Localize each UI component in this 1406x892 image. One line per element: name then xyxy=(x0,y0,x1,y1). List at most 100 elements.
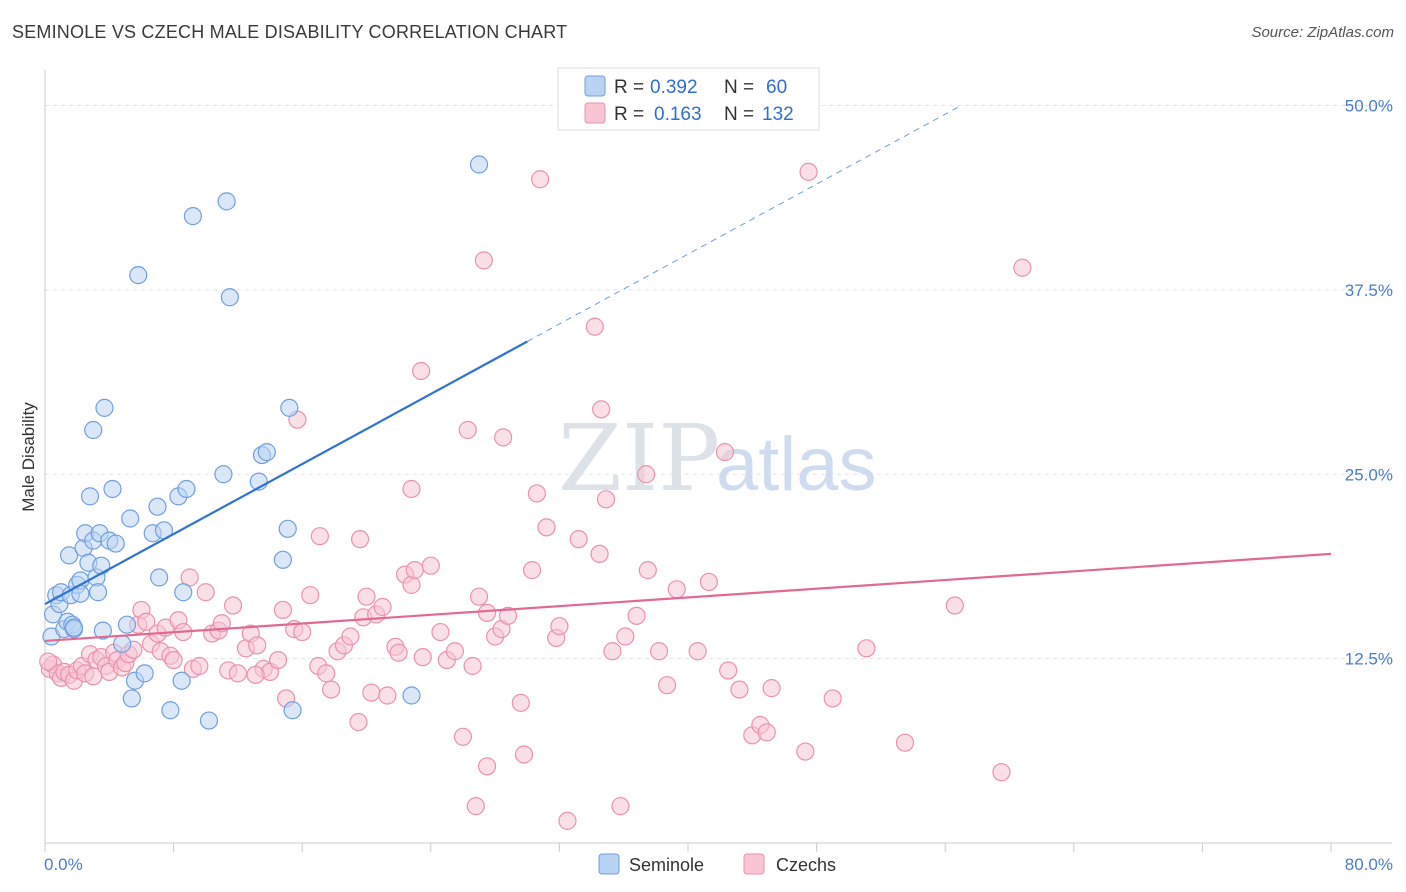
correlation-legend: R = 0.392 N = 60 R = 0.163 N = 132 xyxy=(557,67,820,131)
point-seminole-47 xyxy=(220,288,239,307)
point-czechs-49 xyxy=(273,600,293,620)
point-czechs-132 xyxy=(558,811,577,830)
point-czechs-103 xyxy=(730,680,749,699)
point-czechs-112 xyxy=(945,596,964,615)
y-tick-label-0: 12.5% xyxy=(1345,650,1393,669)
point-czechs-122 xyxy=(585,317,604,336)
point-czechs-63 xyxy=(362,683,381,702)
point-seminole-27 xyxy=(113,634,132,653)
point-seminole-36 xyxy=(150,568,169,587)
point-czechs-110 xyxy=(857,639,876,658)
point-czechs-128 xyxy=(402,479,421,499)
point-seminole-55 xyxy=(402,686,421,705)
legend-seminole-r-label: R = xyxy=(614,77,644,98)
point-seminole-52 xyxy=(278,519,297,538)
series-czechs-points xyxy=(39,162,1032,830)
point-seminole-28 xyxy=(117,615,137,634)
point-czechs-24 xyxy=(137,612,156,631)
point-seminole-26 xyxy=(106,534,125,553)
x-tick-label-min: 0.0% xyxy=(44,855,83,874)
legend-czechs-r-label: R = xyxy=(614,104,644,125)
y-tick-label-1: 25.0% xyxy=(1345,465,1393,484)
watermark-atlas: atlas xyxy=(716,422,877,507)
chart-title: SEMINOLE VS CZECH MALE DISABILITY CORREL… xyxy=(12,22,568,42)
point-seminole-40 xyxy=(172,671,191,690)
point-seminole-41 xyxy=(174,583,193,602)
point-czechs-84 xyxy=(511,693,530,712)
legend-czechs-n-label: N = xyxy=(724,104,754,125)
point-czechs-117 xyxy=(412,361,431,381)
point-seminole-46 xyxy=(217,192,236,211)
point-czechs-76 xyxy=(445,642,465,661)
point-seminole-20 xyxy=(88,583,108,602)
point-czechs-74 xyxy=(431,622,450,642)
point-czechs-108 xyxy=(796,742,815,761)
point-czechs-121 xyxy=(531,170,550,189)
y-tick-label-3: 50.0% xyxy=(1345,97,1393,116)
point-czechs-80 xyxy=(477,603,497,623)
point-czechs-126 xyxy=(799,162,818,181)
trend-lines xyxy=(44,105,1332,643)
point-seminole-57 xyxy=(64,618,84,637)
point-seminole-22 xyxy=(92,556,111,575)
point-seminole-53 xyxy=(280,398,299,417)
point-seminole-50 xyxy=(257,443,276,462)
point-czechs-42 xyxy=(228,664,247,683)
point-czechs-71 xyxy=(405,561,424,580)
point-seminole-30 xyxy=(122,689,141,708)
point-czechs-127 xyxy=(1013,258,1032,277)
y-tick-label-2: 37.5% xyxy=(1345,281,1393,300)
point-czechs-92 xyxy=(590,544,609,564)
point-czechs-35 xyxy=(190,656,209,676)
point-czechs-55 xyxy=(317,664,336,683)
trend-line-seminole-extension xyxy=(527,105,962,342)
point-seminole-51 xyxy=(273,550,293,569)
point-czechs-99 xyxy=(667,580,686,599)
point-czechs-85 xyxy=(514,745,534,764)
point-czechs-123 xyxy=(592,400,611,419)
point-seminole-33 xyxy=(135,664,154,683)
gridlines xyxy=(45,105,1392,660)
point-czechs-106 xyxy=(757,723,776,742)
point-seminole-56 xyxy=(469,155,489,174)
point-seminole-29 xyxy=(121,509,140,528)
point-czechs-95 xyxy=(627,606,646,625)
y-axis-title: Male Disability xyxy=(19,402,38,512)
point-czechs-96 xyxy=(638,561,657,580)
point-czechs-45 xyxy=(248,636,267,655)
point-seminole-32 xyxy=(129,266,148,285)
trend-line-seminole xyxy=(44,340,528,606)
legend-seminole-n-label: N = xyxy=(724,77,754,98)
point-czechs-119 xyxy=(474,251,493,270)
point-seminole-25 xyxy=(103,479,122,499)
point-czechs-97 xyxy=(649,642,669,661)
point-czechs-83 xyxy=(498,606,518,625)
point-czechs-65 xyxy=(373,597,392,617)
point-seminole-35 xyxy=(148,497,167,516)
point-czechs-111 xyxy=(895,733,915,752)
legend-swatch-seminole xyxy=(584,75,606,97)
point-seminole-7 xyxy=(60,546,79,565)
point-czechs-39 xyxy=(212,614,231,633)
point-czechs-100 xyxy=(688,642,707,661)
point-seminole-19 xyxy=(84,420,103,440)
point-czechs-109 xyxy=(823,689,842,708)
point-czechs-41 xyxy=(223,596,243,615)
point-czechs-114 xyxy=(39,652,58,671)
series-legend: Seminole Czechs xyxy=(598,853,836,875)
point-seminole-23 xyxy=(95,398,114,417)
point-czechs-66 xyxy=(378,686,397,705)
point-czechs-135 xyxy=(246,665,265,684)
point-czechs-48 xyxy=(268,650,288,670)
point-czechs-94 xyxy=(616,627,635,646)
source-label: Source: ZipAtlas.com xyxy=(1251,24,1394,41)
point-czechs-73 xyxy=(421,556,440,575)
point-czechs-87 xyxy=(527,484,546,503)
point-czechs-93 xyxy=(603,642,622,661)
point-czechs-98 xyxy=(658,676,677,695)
point-seminole-59 xyxy=(93,621,112,640)
point-czechs-118 xyxy=(458,420,477,440)
point-czechs-36 xyxy=(196,583,215,602)
watermark-zip: ZIP xyxy=(558,405,720,512)
